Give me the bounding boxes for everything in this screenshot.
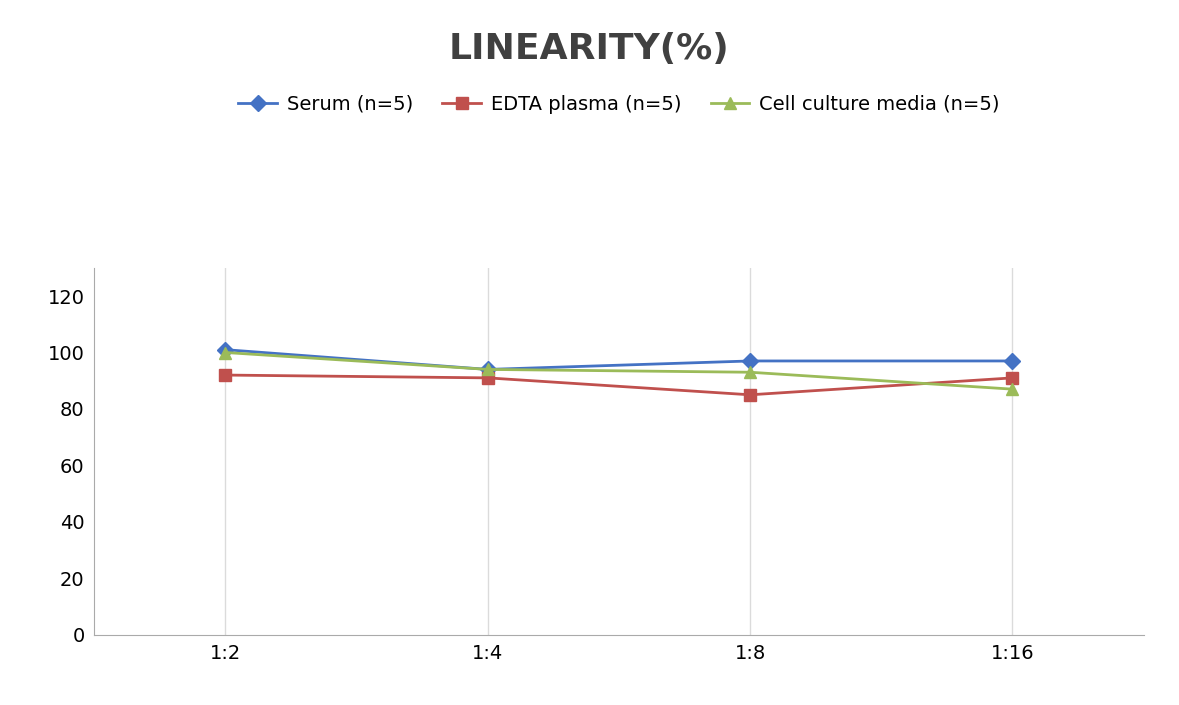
- Line: Cell culture media (n=5): Cell culture media (n=5): [220, 347, 1017, 395]
- Cell culture media (n=5): [481, 365, 495, 374]
- Cell culture media (n=5): [743, 368, 757, 376]
- Serum (n=5): [1006, 357, 1020, 365]
- Serum (n=5): [743, 357, 757, 365]
- EDTA plasma (n=5): [481, 374, 495, 382]
- Cell culture media (n=5): [1006, 385, 1020, 393]
- EDTA plasma (n=5): [218, 371, 232, 379]
- Line: Serum (n=5): Serum (n=5): [220, 344, 1017, 375]
- Line: EDTA plasma (n=5): EDTA plasma (n=5): [220, 369, 1017, 400]
- Cell culture media (n=5): [218, 348, 232, 357]
- EDTA plasma (n=5): [743, 391, 757, 399]
- Serum (n=5): [218, 345, 232, 354]
- Serum (n=5): [481, 365, 495, 374]
- Legend: Serum (n=5), EDTA plasma (n=5), Cell culture media (n=5): Serum (n=5), EDTA plasma (n=5), Cell cul…: [230, 87, 1008, 121]
- Text: LINEARITY(%): LINEARITY(%): [449, 32, 730, 66]
- EDTA plasma (n=5): [1006, 374, 1020, 382]
